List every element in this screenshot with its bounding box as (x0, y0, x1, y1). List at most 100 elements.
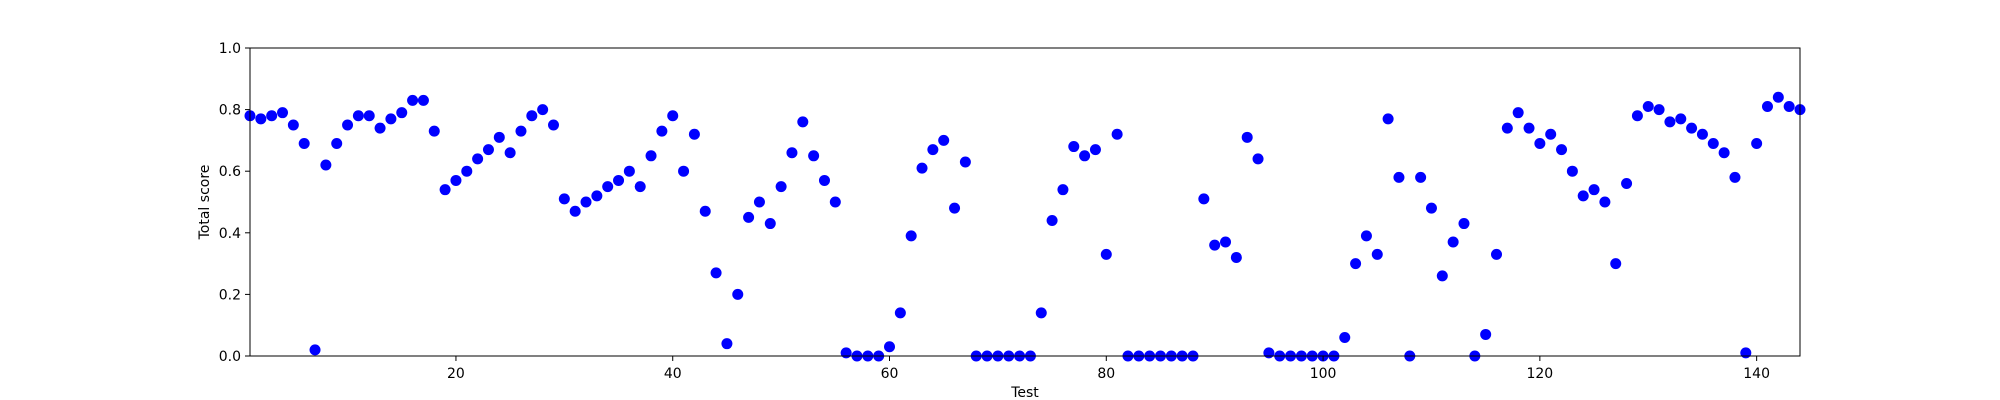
y-axis-label: Total score (197, 165, 213, 241)
data-point (515, 125, 527, 137)
data-point (743, 211, 755, 223)
data-point (537, 104, 549, 116)
data-point (1501, 122, 1513, 134)
data-point (472, 153, 484, 165)
data-point (504, 147, 516, 159)
data-point (1707, 137, 1719, 149)
data-point (1068, 141, 1080, 153)
data-point (927, 144, 939, 156)
data-point (450, 174, 462, 186)
data-point (1523, 122, 1535, 134)
data-point (949, 202, 961, 214)
data-point (613, 174, 625, 186)
data-point (1512, 107, 1524, 119)
data-point (1480, 328, 1492, 340)
data-point (1534, 137, 1546, 149)
data-point (905, 230, 917, 242)
x-tick-label: 60 (881, 366, 899, 382)
data-point (667, 110, 679, 122)
x-tick-label: 20 (447, 366, 465, 382)
data-point (1220, 236, 1232, 248)
data-point (1491, 248, 1503, 260)
x-tick-label: 120 (1526, 366, 1553, 382)
plot-frame (249, 47, 1801, 357)
data-point (818, 174, 830, 186)
data-point (1339, 332, 1351, 344)
data-point (808, 150, 820, 162)
data-point (352, 110, 364, 122)
data-point (764, 218, 776, 230)
data-point (699, 205, 711, 217)
data-point (320, 159, 332, 171)
data-point (309, 344, 321, 356)
data-point (1035, 307, 1047, 319)
data-point (547, 119, 559, 131)
data-point (1761, 101, 1773, 113)
data-point (1686, 122, 1698, 134)
data-point (439, 184, 451, 196)
data-point (526, 110, 538, 122)
data-point (884, 341, 896, 353)
data-point (1772, 91, 1784, 103)
data-point (623, 165, 635, 177)
data-point (1566, 165, 1578, 177)
data-point (710, 267, 722, 279)
data-point (1360, 230, 1372, 242)
data-point (1696, 128, 1708, 140)
data-point (1545, 128, 1557, 140)
data-point (1447, 236, 1459, 248)
data-point (1079, 150, 1091, 162)
data-point (1783, 101, 1795, 113)
data-point (959, 156, 971, 168)
x-tick-label: 80 (1097, 366, 1115, 382)
data-point (1751, 137, 1763, 149)
data-point (277, 107, 289, 119)
data-point (1621, 178, 1633, 190)
data-point (331, 137, 343, 149)
data-point (753, 196, 765, 208)
y-tick-label: 0.2 (219, 287, 241, 303)
data-point (938, 134, 950, 146)
data-point (1350, 258, 1362, 270)
data-point (1729, 171, 1741, 183)
data-point (407, 94, 419, 106)
data-point (916, 162, 928, 174)
data-point (1111, 128, 1123, 140)
y-tick-label: 1.0 (219, 41, 241, 57)
data-point (1371, 248, 1383, 260)
data-point (894, 307, 906, 319)
data-point (1209, 239, 1221, 251)
data-point (1588, 184, 1600, 196)
data-point (1252, 153, 1264, 165)
data-point (266, 110, 278, 122)
data-point (786, 147, 798, 159)
data-point (775, 181, 787, 193)
x-tick-label: 140 (1743, 366, 1770, 382)
data-point (1458, 218, 1470, 230)
data-point (1046, 214, 1058, 226)
x-axis-label: Test (1010, 385, 1039, 400)
data-point (602, 181, 614, 193)
data-point (374, 122, 386, 134)
data-point (342, 119, 354, 131)
data-point (482, 144, 494, 156)
data-point (1642, 101, 1654, 113)
data-point (634, 181, 646, 193)
data-point (1263, 347, 1275, 359)
data-point (1089, 144, 1101, 156)
data-point (255, 113, 267, 125)
data-point (1393, 171, 1405, 183)
data-point (829, 196, 841, 208)
data-point (363, 110, 375, 122)
data-point (1653, 104, 1665, 116)
y-tick-label: 0.8 (219, 103, 241, 119)
data-point (1610, 258, 1622, 270)
data-point (688, 128, 700, 140)
data-point (1740, 347, 1752, 359)
data-point (461, 165, 473, 177)
data-point (493, 131, 505, 143)
data-point (1436, 270, 1448, 282)
data-point (1198, 193, 1210, 205)
data-point (1100, 248, 1112, 260)
